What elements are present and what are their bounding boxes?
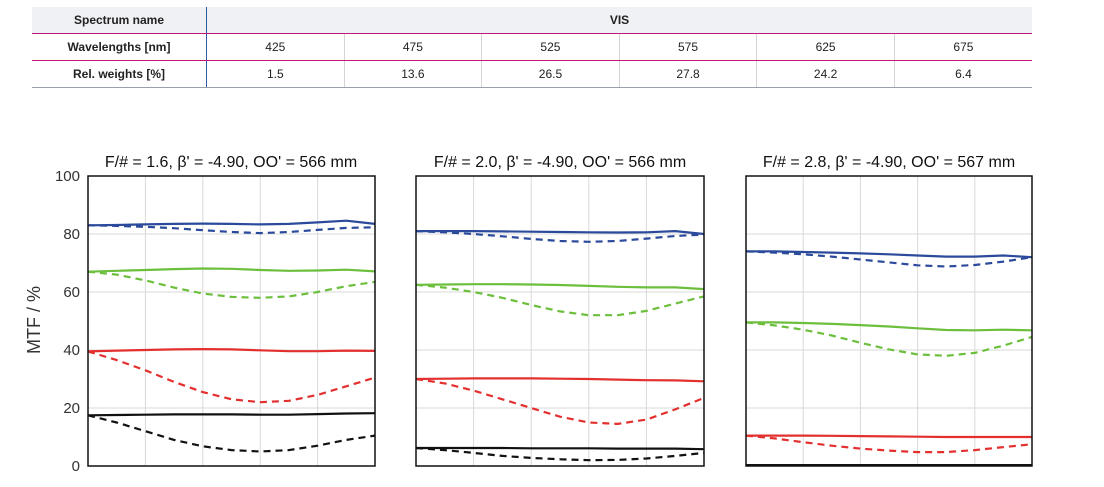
spectrum-name-value: VIS bbox=[206, 7, 1032, 34]
weight-cell: 27.8 bbox=[619, 60, 758, 88]
plot-area bbox=[88, 176, 375, 466]
wavelength-cell: 625 bbox=[756, 33, 895, 61]
y-tick-label: 100 bbox=[55, 168, 80, 185]
series-line-dashed bbox=[87, 350, 376, 404]
series-line-dashed bbox=[87, 414, 376, 453]
series-line-dashed bbox=[415, 283, 705, 317]
wavelength-label: Wavelengths [nm] bbox=[32, 33, 207, 61]
series-line-solid bbox=[87, 267, 376, 273]
weight-cell: 6.4 bbox=[894, 60, 1032, 88]
spectrum-name-label: Spectrum name bbox=[32, 7, 207, 34]
series-line-dashed bbox=[745, 321, 1033, 357]
wavelength-row: Wavelengths [nm] 425 475 525 575 625 675 bbox=[32, 33, 1032, 61]
series-line-solid bbox=[416, 230, 705, 236]
series-line-solid bbox=[87, 219, 376, 227]
series-line-dashed bbox=[87, 270, 376, 299]
weight-cell: 26.5 bbox=[481, 60, 620, 88]
series-line-solid bbox=[416, 446, 705, 451]
weights-label: Rel. weights [%] bbox=[32, 60, 207, 88]
weight-cell: 13.6 bbox=[344, 60, 483, 88]
mtf-chart-3 bbox=[745, 175, 1033, 467]
plot-area bbox=[746, 176, 1032, 466]
series-line-solid bbox=[415, 283, 705, 291]
mtf-chart-1 bbox=[87, 175, 376, 467]
spectrum-table: Spectrum name VIS Wavelengths [nm] 425 4… bbox=[32, 7, 1032, 88]
series-line-solid bbox=[87, 348, 376, 353]
y-tick-label: 20 bbox=[63, 400, 80, 417]
series-line-dashed bbox=[415, 230, 705, 243]
wavelength-cell: 475 bbox=[344, 33, 483, 61]
y-axis-label: MTF / % bbox=[24, 286, 44, 354]
wavelength-cell: 575 bbox=[619, 33, 758, 61]
series-line-solid bbox=[746, 250, 1033, 259]
wavelength-cell: 675 bbox=[894, 33, 1032, 61]
series-line-solid bbox=[746, 434, 1032, 439]
chart-title-2: F/# = 2.0, β' = -4.90, OO' = 566 mm bbox=[434, 154, 686, 171]
weight-cell: 24.2 bbox=[756, 60, 895, 88]
mtf-chart-2 bbox=[415, 175, 705, 467]
spectrum-row: Spectrum name VIS bbox=[32, 7, 1032, 34]
series-line-solid bbox=[746, 321, 1033, 332]
y-tick-label: 40 bbox=[63, 342, 80, 359]
wavelength-cell: 525 bbox=[481, 33, 620, 61]
y-tick-label: 80 bbox=[63, 226, 80, 243]
series-line-solid bbox=[415, 377, 705, 383]
series-line-dashed bbox=[415, 446, 705, 462]
wavelength-cell: 425 bbox=[206, 33, 345, 61]
series-line-dashed bbox=[415, 377, 705, 425]
chart-title-3: F/# = 2.8, β' = -4.90, OO' = 567 mm bbox=[763, 154, 1015, 171]
weight-cell: 1.5 bbox=[206, 60, 345, 88]
plot-area bbox=[416, 176, 704, 466]
plot-frame bbox=[745, 175, 1033, 467]
series-line-solid bbox=[87, 412, 376, 417]
plot-frame bbox=[87, 175, 376, 467]
y-tick-label: 0 bbox=[72, 458, 80, 475]
y-tick-label: 60 bbox=[63, 284, 80, 301]
plot-frame bbox=[415, 175, 705, 467]
chart-title-1: F/# = 1.6, β' = -4.90, OO' = 566 mm bbox=[105, 154, 357, 171]
weights-row: Rel. weights [%] 1.5 13.6 26.5 27.8 24.2… bbox=[32, 60, 1032, 88]
